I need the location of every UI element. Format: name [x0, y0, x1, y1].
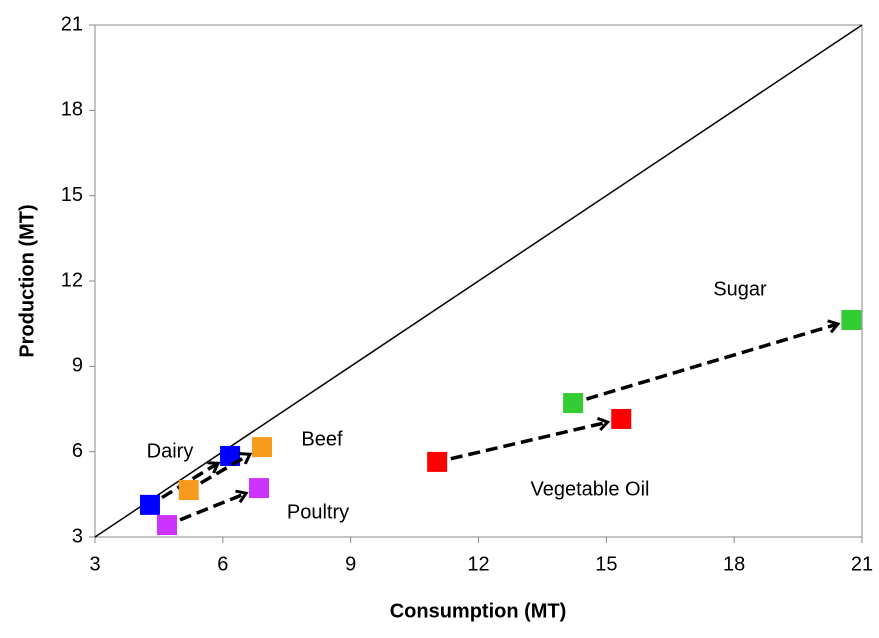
point — [611, 408, 632, 429]
y-tick-label: 9 — [72, 355, 83, 377]
point — [841, 309, 862, 330]
x-tick-label: 9 — [345, 553, 356, 575]
x-tick-label: 3 — [89, 553, 100, 575]
series-label: Beef — [301, 428, 343, 450]
x-tick-label: 15 — [595, 553, 617, 575]
trend-arrow — [179, 493, 246, 522]
point — [563, 393, 584, 414]
trend-arrow — [199, 454, 250, 485]
y-axis-title: Production (MT) — [16, 204, 38, 357]
x-tick-label: 21 — [851, 553, 873, 575]
series-label: Vegetable Oil — [531, 478, 650, 500]
series-label: Sugar — [713, 278, 767, 300]
y-tick-label: 3 — [72, 525, 83, 547]
point — [249, 478, 270, 499]
point — [252, 437, 273, 458]
y-tick-label: 6 — [72, 440, 83, 462]
x-tick-label: 18 — [723, 553, 745, 575]
y-tick-label: 21 — [61, 13, 83, 35]
point — [139, 494, 160, 515]
trend-arrow — [586, 324, 838, 401]
y-tick-label: 12 — [61, 269, 83, 291]
trend-arrow — [161, 463, 218, 500]
series-label: Dairy — [147, 440, 194, 462]
x-axis-title: Consumption (MT) — [390, 600, 567, 622]
trend-arrow — [450, 422, 608, 461]
point — [157, 515, 178, 536]
point — [427, 451, 448, 472]
y-tick-label: 15 — [61, 184, 83, 206]
x-tick-label: 6 — [217, 553, 228, 575]
x-tick-label: 12 — [467, 553, 489, 575]
point — [178, 480, 199, 501]
series-label: Poultry — [287, 501, 349, 523]
y-tick-label: 18 — [61, 99, 83, 121]
